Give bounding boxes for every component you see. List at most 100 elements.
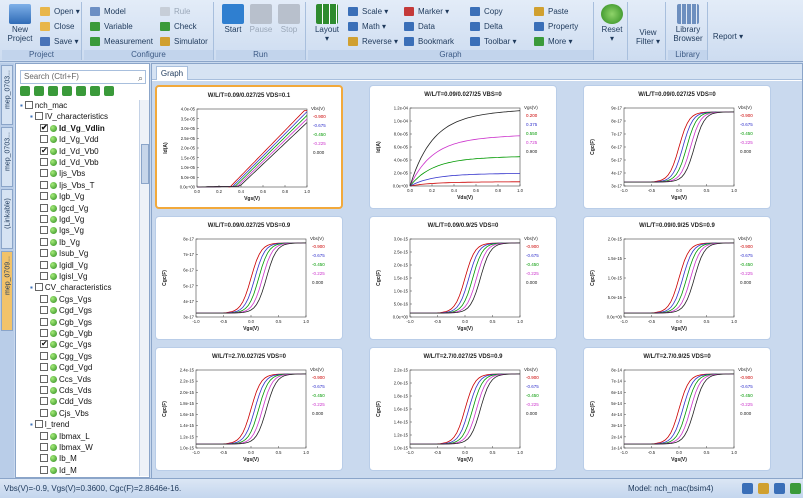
chart-panel[interactable]: W/L/T=0.09/0.027/25 VBS=0 1.2e-04 1.0e-04 8… [369,85,557,209]
tree-checkbox[interactable] [24,101,33,109]
more-button[interactable]: More ▾ [534,35,572,48]
tree-item[interactable]: Id_Vg_Vdd [40,134,99,145]
chart-panel[interactable]: W/L/T=0.09/0.027/25 VDS=0.9 8e-17 7e-17 6e-… [155,216,343,340]
tree-checkbox[interactable] [40,272,48,280]
tree-item[interactable]: ▪ l_trend [30,419,69,430]
tree-checkbox[interactable] [40,180,48,189]
tree-checkbox[interactable] [40,135,48,144]
chart-panel[interactable]: W/L/T=2.7/0.9/25 VDS=0 8e-14 7e-14 6e-14 5e-… [583,347,771,471]
tree-checkbox[interactable] [40,145,48,156]
tree-checkbox[interactable] [40,363,48,372]
tree-checkbox[interactable] [40,408,48,417]
info-status-icon[interactable] [774,483,785,494]
tree-item[interactable]: Igs_Vg [40,225,84,236]
tree-checkbox[interactable] [34,112,43,121]
tree-checkbox[interactable] [40,374,48,383]
view-filter-button[interactable]: View Filter ▾ [635,28,661,46]
tree-item[interactable]: Cgg_Vgs [40,351,92,362]
tree-item[interactable]: Igb_Vg [40,191,84,202]
math-button[interactable]: Math ▾ [348,20,386,33]
tree-item[interactable]: Igidl_Vg [40,260,88,271]
tree-checkbox[interactable] [40,294,48,303]
tree-checkbox[interactable] [40,158,48,166]
first-icon[interactable] [62,86,72,96]
tree-checkbox[interactable] [40,237,48,246]
tree-item[interactable]: Ib_Vg [40,237,80,248]
new-project-button[interactable]: New Project [4,4,36,43]
paste-button[interactable]: Paste [534,5,568,18]
tree-checkbox[interactable] [40,465,48,474]
chart-panel[interactable]: W/L/T=0.09/0.027/25 VDS=0 9e-17 8e-17 7e-17… [583,85,771,209]
tree-item[interactable]: Cgb_Vgs [40,317,92,328]
tree-checkbox[interactable] [40,454,48,463]
tab-mep-2[interactable]: mep_0703... [1,127,13,187]
tree-item[interactable]: Ijs_Vbs_T [40,180,95,191]
tree-item[interactable]: Ijs_Vbs [40,168,85,179]
rule-button[interactable]: Rule [160,5,190,18]
tree-checkbox[interactable] [34,420,43,429]
last-icon[interactable] [104,86,114,96]
tree-checkbox[interactable] [40,317,48,326]
model-button[interactable]: Model [90,5,126,18]
collapse-all-icon[interactable] [34,86,44,96]
bookmark-button[interactable]: Bookmark [404,35,454,48]
save-button[interactable]: Save ▾ [40,35,78,48]
data-button[interactable]: Data [404,20,435,33]
tree-item[interactable]: Ibmax_W [40,442,93,453]
property-button[interactable]: Property [534,20,578,33]
expand-all-icon[interactable] [20,86,30,96]
tree-item[interactable]: Igisl_Vg [40,271,87,282]
tree-checkbox[interactable] [40,431,48,440]
tab-mep-active[interactable]: mep_0709... [1,251,13,331]
measurement-button[interactable]: Measurement [90,35,153,48]
tree-checkbox[interactable] [34,283,43,292]
tree-checkbox[interactable] [40,443,48,451]
tree-item[interactable]: Id_Vd_Vbb [40,157,99,168]
chart-panel[interactable]: W/L/T=2.7/0.027/25 VDS=0.9 2.2e-15 2.0e-15… [369,347,557,471]
sort-icon[interactable] [48,86,58,96]
tree-item[interactable]: Cgb_Vgb [40,328,92,339]
tree-checkbox[interactable] [40,192,48,201]
tree-item[interactable]: Cdd_Vds [40,396,92,407]
tree-item[interactable]: Id_Vd_Vb0 [40,145,99,157]
tree-checkbox[interactable] [40,329,48,337]
tree-item[interactable]: Cgd_Vgs [40,305,92,316]
tree-checkbox[interactable] [40,306,48,315]
reverse-button[interactable]: Reverse ▾ [348,35,398,48]
check-button[interactable]: Check [160,20,197,33]
tree-checkbox[interactable] [40,215,48,223]
scrollbar-thumb[interactable] [141,144,149,184]
scale-button[interactable]: Scale ▾ [348,5,388,18]
tree-item[interactable]: ▪ nch_mac [20,100,67,111]
report-button[interactable]: Report ▾ [712,32,744,41]
reset-button[interactable]: Reset ▾ [599,4,625,43]
search-input[interactable]: Search (Ctrl+F) ⌕ [20,70,146,84]
layout-button[interactable]: Layout ▾ [312,4,342,43]
delta-button[interactable]: Delta [470,20,503,33]
variable-button[interactable]: Variable [90,20,133,33]
chart-panel[interactable]: W/L/T=0.09/0.9/25 VDS=0 3.0e-15 2.5e-15 2.0… [369,216,557,340]
simulator-button[interactable]: Simulator [160,35,208,48]
tree-checkbox[interactable] [40,226,48,235]
tree-checkbox[interactable] [40,203,48,212]
tree-item[interactable]: Cgd_Vgd [40,362,92,373]
tab-mep-1[interactable]: mep_0703... [1,65,13,125]
tree-item[interactable]: Ib_M [40,453,77,464]
tree-item[interactable]: ▪ IV_characteristics [30,111,108,122]
tree-checkbox[interactable] [40,169,48,178]
tree-item[interactable]: Igd_Vg [40,214,84,225]
close-button[interactable]: Close [40,20,74,33]
tree-item[interactable]: ▪ CV_characteristics [30,282,112,293]
search-icon[interactable]: ⌕ [137,73,143,83]
help-status-icon[interactable] [790,483,801,494]
copy-button[interactable]: Copy [470,5,503,18]
marker-button[interactable]: Marker ▾ [404,5,449,18]
tree-item[interactable]: Id_M [40,465,77,476]
tree-checkbox[interactable] [40,249,48,258]
tree-item[interactable]: Cds_Vds [40,385,91,396]
tree-checkbox[interactable] [40,386,48,394]
tree-checkbox[interactable] [40,397,48,406]
chart-panel[interactable]: W/L/T=0.09/0.027/25 VDS=0.1 4.0e-05 3.5e-0… [155,85,343,209]
stop-button[interactable]: Stop [276,4,302,34]
tree-item[interactable]: Cgc_Vgs [40,338,91,350]
